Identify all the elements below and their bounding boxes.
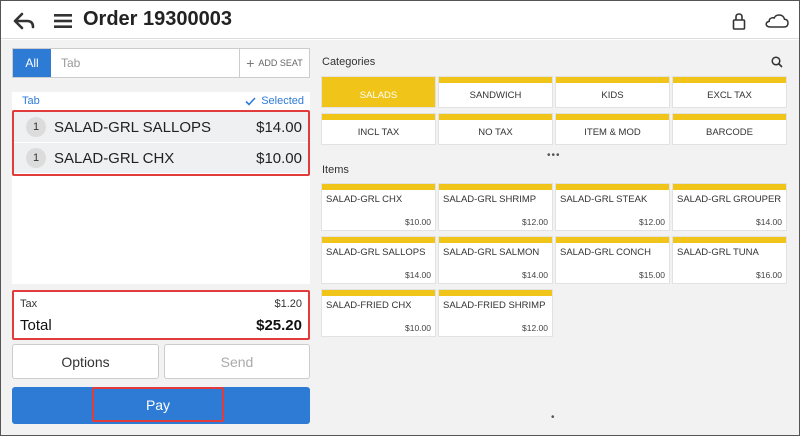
order-item-row[interactable]: 1 SALAD-GRL SALLOPS $14.00: [14, 112, 308, 143]
total-value: $25.20: [256, 316, 302, 334]
items-heading: Items: [322, 164, 349, 176]
order-items-highlight: 1 SALAD-GRL SALLOPS $14.00 1 SALAD-GRL C…: [12, 110, 310, 176]
tab-label[interactable]: Tab: [22, 95, 40, 107]
item-quantity-badge: 1: [26, 117, 46, 137]
item-tile[interactable]: SALAD-GRL TUNA $16.00: [673, 237, 786, 283]
search-icon[interactable]: [771, 55, 783, 73]
add-seat-label: ADD SEAT: [258, 58, 303, 68]
item-price: $12.00: [522, 217, 548, 227]
tax-line: Tax $1.20: [20, 295, 302, 313]
items-page-indicator[interactable]: •: [551, 412, 556, 423]
options-button[interactable]: Options: [12, 344, 159, 379]
selected-toggle[interactable]: Selected: [245, 95, 304, 107]
header-bar: Order 19300003: [1, 1, 799, 39]
item-price: $12.00: [522, 323, 548, 333]
pay-label: Pay: [145, 396, 171, 413]
back-arrow-icon[interactable]: [13, 10, 35, 32]
item-name: SALAD-GRL CONCH: [560, 247, 651, 258]
tab-all[interactable]: All: [13, 49, 51, 77]
item-price: $14.00: [522, 270, 548, 280]
category-tile-item-mod[interactable]: ITEM & MOD: [556, 114, 669, 144]
item-name: SALAD-GRL SALLOPS: [326, 247, 426, 258]
item-tile[interactable]: SALAD-GRL STEAK $12.00: [556, 184, 669, 230]
item-name: SALAD-FRIED SHRIMP: [443, 300, 546, 311]
category-tile-sandwich[interactable]: SANDWICH: [439, 77, 552, 107]
tab-input[interactable]: [51, 49, 239, 77]
order-item-name: SALAD-GRL CHX: [54, 149, 175, 167]
order-item-row[interactable]: 1 SALAD-GRL CHX $10.00: [14, 143, 308, 174]
order-list-header: Tab Selected: [12, 92, 310, 110]
order-panel: All + ADD SEAT Tab Selected 1 SALAD-GRL …: [1, 40, 319, 435]
tax-value: $1.20: [274, 298, 302, 310]
item-tile[interactable]: SALAD-GRL SALMON $14.00: [439, 237, 552, 283]
plus-icon: +: [246, 55, 255, 71]
item-price: $15.00: [639, 270, 665, 280]
category-tile-no-tax[interactable]: NO TAX: [439, 114, 552, 144]
category-tile-excl-tax[interactable]: EXCL TAX: [673, 77, 786, 107]
cloud-icon[interactable]: [764, 10, 790, 32]
item-tile[interactable]: SALAD-GRL GROUPER $14.00: [673, 184, 786, 230]
page-title: Order 19300003: [83, 8, 233, 30]
category-tile-salads[interactable]: SALADS: [322, 77, 435, 107]
total-label: Total: [20, 316, 52, 334]
item-price: $12.00: [639, 217, 665, 227]
item-name: SALAD-GRL CHX: [326, 194, 403, 205]
item-name: SALAD-GRL SHRIMP: [443, 194, 537, 205]
tax-label: Tax: [20, 298, 38, 310]
order-list: Tab Selected 1 SALAD-GRL SALLOPS $14.00 …: [12, 92, 310, 284]
total-line: Total $25.20: [20, 313, 302, 337]
item-price: $10.00: [405, 217, 431, 227]
menu-panel: Categories SALADS SANDWICH KIDS EXCL TAX…: [319, 40, 799, 435]
item-tile[interactable]: SALAD-GRL SHRIMP $12.00: [439, 184, 552, 230]
category-tile-barcode[interactable]: BARCODE: [673, 114, 786, 144]
item-name: SALAD-GRL STEAK: [560, 194, 648, 205]
category-tile-kids[interactable]: KIDS: [556, 77, 669, 107]
item-tile[interactable]: SALAD-GRL CHX $10.00: [322, 184, 435, 230]
item-price: $14.00: [405, 270, 431, 280]
item-tile[interactable]: SALAD-FRIED SHRIMP $12.00: [439, 290, 552, 336]
order-item-name: SALAD-GRL SALLOPS: [54, 118, 212, 136]
item-quantity-badge: 1: [26, 148, 46, 168]
order-totals: Tax $1.20 Total $25.20: [12, 290, 310, 340]
hamburger-menu-icon[interactable]: [52, 10, 74, 32]
categories-heading: Categories: [322, 56, 376, 68]
pay-button[interactable]: Pay: [12, 387, 310, 424]
send-button[interactable]: Send: [164, 344, 310, 379]
pay-highlight: Pay: [92, 387, 224, 422]
item-name: SALAD-GRL GROUPER: [677, 194, 782, 205]
lock-icon[interactable]: [728, 10, 750, 32]
item-name: SALAD-GRL TUNA: [677, 247, 759, 258]
item-price: $10.00: [405, 323, 431, 333]
add-seat-button[interactable]: + ADD SEAT: [239, 49, 309, 77]
checkmark-icon: [245, 96, 256, 106]
order-item-price: $14.00: [256, 118, 302, 136]
item-tile[interactable]: SALAD-GRL CONCH $15.00: [556, 237, 669, 283]
item-tile[interactable]: SALAD-GRL SALLOPS $14.00: [322, 237, 435, 283]
order-item-price: $10.00: [256, 149, 302, 167]
item-name: SALAD-GRL SALMON: [443, 247, 540, 258]
item-tile[interactable]: SALAD-FRIED CHX $10.00: [322, 290, 435, 336]
category-page-indicator[interactable]: •••: [547, 150, 561, 161]
category-tile-incl-tax[interactable]: INCL TAX: [322, 114, 435, 144]
item-price: $16.00: [756, 270, 782, 280]
tab-bar: All + ADD SEAT: [12, 48, 310, 78]
item-price: $14.00: [756, 217, 782, 227]
item-name: SALAD-FRIED CHX: [326, 300, 412, 311]
selected-label: Selected: [261, 95, 304, 107]
